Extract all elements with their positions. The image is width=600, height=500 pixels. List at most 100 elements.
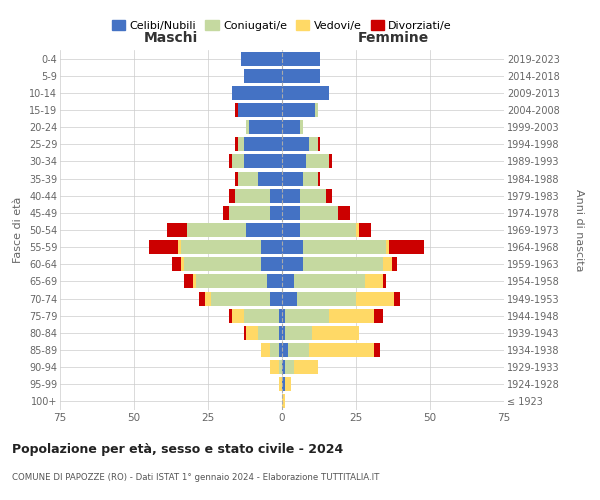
Bar — [261, 240, 282, 254]
Bar — [235, 188, 270, 202]
Bar — [297, 292, 356, 306]
Bar — [383, 274, 386, 288]
Bar — [181, 258, 184, 272]
Bar — [261, 258, 282, 272]
Text: Popolazione per età, sesso e stato civile - 2024: Popolazione per età, sesso e stato civil… — [12, 442, 343, 456]
Bar — [308, 343, 374, 357]
Bar — [311, 326, 359, 340]
Bar — [282, 52, 320, 66]
Bar — [149, 240, 178, 254]
Bar — [365, 274, 383, 288]
Bar — [282, 308, 285, 322]
Bar — [184, 274, 193, 288]
Bar — [359, 223, 371, 237]
Bar — [229, 188, 235, 202]
Bar — [229, 308, 232, 322]
Bar — [259, 326, 279, 340]
Bar — [300, 120, 303, 134]
Bar — [329, 308, 374, 322]
Bar — [285, 378, 291, 392]
Bar — [247, 120, 250, 134]
Bar — [270, 360, 279, 374]
Bar — [394, 292, 400, 306]
Bar — [282, 86, 329, 100]
Bar — [374, 308, 383, 322]
Bar — [259, 172, 282, 185]
Bar — [232, 308, 244, 322]
Bar — [356, 223, 359, 237]
Y-axis label: Fasce di età: Fasce di età — [13, 197, 23, 263]
Text: COMUNE DI PAPOZZE (RO) - Dati ISTAT 1° gennaio 2024 - Elaborazione TUTTITALIA.IT: COMUNE DI PAPOZZE (RO) - Dati ISTAT 1° g… — [12, 472, 379, 482]
Bar — [282, 223, 300, 237]
Bar — [244, 154, 282, 168]
Bar — [279, 343, 282, 357]
Bar — [232, 86, 282, 100]
Bar — [288, 343, 308, 357]
Bar — [244, 308, 279, 322]
Bar — [282, 274, 294, 288]
Bar — [282, 154, 305, 168]
Bar — [279, 378, 282, 392]
Bar — [383, 258, 392, 272]
Bar — [300, 223, 356, 237]
Bar — [244, 326, 247, 340]
Bar — [282, 360, 285, 374]
Bar — [181, 240, 261, 254]
Bar — [329, 154, 332, 168]
Bar — [282, 240, 303, 254]
Bar — [238, 138, 244, 151]
Bar — [326, 188, 332, 202]
Bar — [250, 120, 282, 134]
Bar — [300, 206, 338, 220]
Bar — [267, 274, 282, 288]
Bar — [282, 188, 300, 202]
Bar — [167, 223, 187, 237]
Bar — [270, 206, 282, 220]
Bar — [303, 240, 386, 254]
Bar — [356, 292, 394, 306]
Bar — [282, 378, 285, 392]
Y-axis label: Anni di nascita: Anni di nascita — [574, 188, 584, 271]
Bar — [305, 154, 329, 168]
Bar — [223, 206, 229, 220]
Bar — [279, 326, 282, 340]
Bar — [199, 292, 205, 306]
Bar — [282, 120, 300, 134]
Bar — [317, 172, 320, 185]
Bar — [282, 326, 285, 340]
Bar — [270, 343, 279, 357]
Bar — [244, 68, 282, 82]
Bar — [392, 258, 397, 272]
Bar — [282, 206, 300, 220]
Bar — [300, 188, 326, 202]
Bar — [178, 240, 181, 254]
Text: Maschi: Maschi — [144, 31, 198, 45]
Text: Femmine: Femmine — [358, 31, 428, 45]
Bar — [285, 308, 329, 322]
Legend: Celibi/Nubili, Coniugati/e, Vedovi/e, Divorziati/e: Celibi/Nubili, Coniugati/e, Vedovi/e, Di… — [107, 16, 457, 35]
Bar — [235, 103, 238, 117]
Bar — [247, 223, 282, 237]
Bar — [285, 360, 294, 374]
Bar — [184, 258, 261, 272]
Bar — [187, 223, 247, 237]
Bar — [294, 360, 317, 374]
Bar — [211, 292, 270, 306]
Bar — [279, 308, 282, 322]
Bar — [317, 138, 320, 151]
Bar — [205, 292, 211, 306]
Bar — [282, 394, 285, 408]
Bar — [235, 172, 238, 185]
Bar — [282, 172, 303, 185]
Bar — [270, 292, 282, 306]
Bar — [232, 154, 244, 168]
Bar — [282, 292, 297, 306]
Bar — [314, 103, 317, 117]
Bar — [238, 172, 259, 185]
Bar — [285, 326, 311, 340]
Bar — [241, 52, 282, 66]
Bar — [196, 274, 267, 288]
Bar — [308, 138, 317, 151]
Bar — [244, 138, 282, 151]
Bar — [229, 154, 232, 168]
